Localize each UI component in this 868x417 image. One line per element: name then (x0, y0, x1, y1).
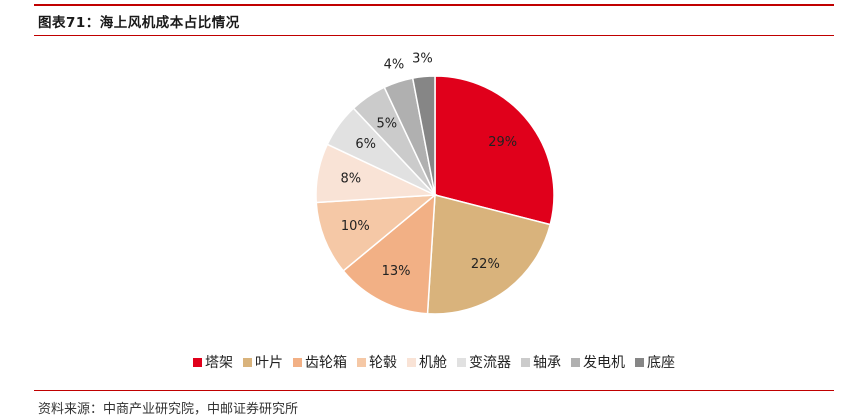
pie-slice-9 (411, 75, 436, 196)
legend-item-5: 机舱 (407, 352, 447, 372)
slice-label-6: 6% (355, 137, 376, 152)
legend-swatch (407, 357, 416, 367)
pie-slice-2 (426, 194, 552, 315)
legend-label: 机舱 (419, 355, 447, 371)
chart-legend: 塔架 叶片 齿轮箱 轮毂 机舱 变流器 轴承 发电机 底座 (0, 352, 868, 372)
legend-item-4: 轮毂 (357, 352, 397, 372)
legend-item-2: 叶片 (243, 352, 283, 372)
legend-label: 齿轮箱 (305, 355, 347, 371)
legend-swatch (635, 357, 644, 367)
slice-label-3: 13% (382, 264, 411, 279)
legend-swatch (357, 357, 366, 367)
legend-item-8: 发电机 (571, 352, 625, 372)
slice-label-8: 4% (384, 58, 405, 73)
legend-label: 底座 (647, 355, 675, 371)
pie-slice-3 (342, 193, 436, 315)
legend-item-3: 齿轮箱 (293, 352, 347, 372)
legend-label: 发电机 (583, 355, 625, 371)
pie-slice-4 (315, 194, 438, 272)
legend-label: 叶片 (255, 355, 283, 371)
legend-label: 变流器 (469, 355, 511, 371)
source-note: 资料来源：中商产业研究院，中邮证券研究所 (38, 402, 299, 417)
slice-label-5: 8% (341, 171, 362, 186)
bottom-rule (34, 390, 834, 391)
legend-item-1: 塔架 (193, 352, 233, 372)
legend-label: 轮毂 (369, 355, 397, 371)
slice-label-1: 29% (488, 135, 517, 150)
top-rule (34, 4, 834, 6)
legend-swatch (243, 357, 252, 367)
legend-item-9: 底座 (635, 352, 675, 372)
slice-label-2: 22% (471, 257, 500, 272)
title-rule (34, 35, 834, 36)
legend-item-6: 变流器 (457, 352, 511, 372)
legend-swatch (571, 357, 580, 367)
pie-slice-1 (434, 75, 555, 226)
legend-swatch (293, 357, 302, 367)
slice-label-9: 3% (412, 52, 433, 67)
legend-swatch (521, 357, 530, 367)
legend-swatch (193, 357, 202, 367)
legend-item-7: 轴承 (521, 352, 561, 372)
figure-title: 图表71：海上风机成本占比情况 (38, 15, 240, 31)
legend-label: 轴承 (533, 355, 561, 371)
legend-label: 塔架 (205, 355, 233, 371)
slice-label-4: 10% (341, 219, 370, 234)
slice-label-7: 5% (377, 117, 398, 132)
legend-swatch (457, 357, 466, 367)
